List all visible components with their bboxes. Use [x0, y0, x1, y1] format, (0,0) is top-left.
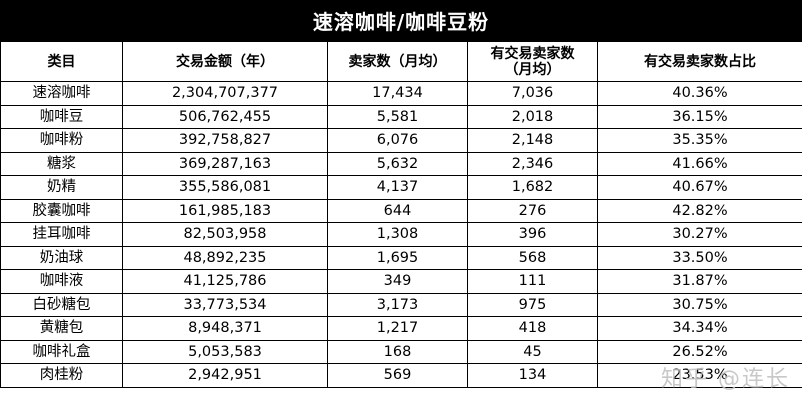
- table-row: 奶精 355,586,081 4,137 1,682 40.67%: [0, 175, 802, 200]
- header-trade-amount: 交易金额（年）: [122, 41, 328, 82]
- cell-seller-count: 1,308: [327, 222, 468, 247]
- cell-active-seller-count: 568: [467, 245, 598, 270]
- cell-seller-count: 5,581: [327, 104, 468, 129]
- cell-active-seller-count: 7,036: [467, 81, 598, 106]
- header-active-seller-ratio: 有交易卖家数占比: [597, 41, 802, 82]
- cell-active-seller-ratio: 30.75%: [597, 292, 802, 317]
- cell-trade-amount: 355,586,081: [122, 175, 328, 200]
- table-row: 速溶咖啡 2,304,707,377 17,434 7,036 40.36%: [0, 81, 802, 106]
- cell-seller-count: 644: [327, 198, 468, 223]
- cell-seller-count: 6,076: [327, 128, 468, 153]
- cell-trade-amount: 41,125,786: [122, 269, 328, 294]
- cell-active-seller-ratio: 23.53%: [597, 363, 802, 388]
- cell-seller-count: 1,217: [327, 316, 468, 341]
- cell-active-seller-ratio: 33.50%: [597, 245, 802, 270]
- cell-seller-count: 17,434: [327, 81, 468, 106]
- header-active-seller-count: 有交易卖家数 （月均）: [467, 41, 598, 82]
- cell-active-seller-ratio: 26.52%: [597, 339, 802, 364]
- cell-category: 黄糖包: [0, 316, 123, 341]
- table-row: 肉桂粉 2,942,951 569 134 23.53%: [0, 363, 802, 388]
- cell-active-seller-ratio: 40.67%: [597, 175, 802, 200]
- cell-category: 白砂糖包: [0, 292, 123, 317]
- cell-active-seller-count: 2,018: [467, 104, 598, 129]
- table-row: 挂耳咖啡 82,503,958 1,308 396 30.27%: [0, 222, 802, 247]
- header-seller-count: 卖家数（月均）: [327, 41, 468, 82]
- cell-trade-amount: 392,758,827: [122, 128, 328, 153]
- cell-category: 胶囊咖啡: [0, 198, 123, 223]
- table-header: 类目 交易金额（年） 卖家数（月均） 有交易卖家数 （月均） 有交易卖家数占比: [0, 41, 802, 82]
- cell-trade-amount: 506,762,455: [122, 104, 328, 129]
- cell-active-seller-count: 975: [467, 292, 598, 317]
- table-row: 胶囊咖啡 161,985,183 644 276 42.82%: [0, 198, 802, 223]
- table-row: 奶油球 48,892,235 1,695 568 33.50%: [0, 245, 802, 270]
- table-row: 糖浆 369,287,163 5,632 2,346 41.66%: [0, 151, 802, 176]
- data-table: 类目 交易金额（年） 卖家数（月均） 有交易卖家数 （月均） 有交易卖家数占比 …: [0, 41, 802, 388]
- cell-trade-amount: 48,892,235: [122, 245, 328, 270]
- cell-active-seller-ratio: 34.34%: [597, 316, 802, 341]
- cell-seller-count: 349: [327, 269, 468, 294]
- cell-category: 咖啡粉: [0, 128, 123, 153]
- cell-active-seller-count: 2,148: [467, 128, 598, 153]
- header-row: 类目 交易金额（年） 卖家数（月均） 有交易卖家数 （月均） 有交易卖家数占比: [0, 41, 802, 82]
- cell-active-seller-count: 2,346: [467, 151, 598, 176]
- cell-category: 咖啡豆: [0, 104, 123, 129]
- cell-category: 奶精: [0, 175, 123, 200]
- cell-category: 肉桂粉: [0, 363, 123, 388]
- cell-trade-amount: 161,985,183: [122, 198, 328, 223]
- cell-category: 奶油球: [0, 245, 123, 270]
- cell-active-seller-count: 396: [467, 222, 598, 247]
- cell-active-seller-count: 111: [467, 269, 598, 294]
- cell-trade-amount: 8,948,371: [122, 316, 328, 341]
- cell-trade-amount: 2,304,707,377: [122, 81, 328, 106]
- cell-active-seller-ratio: 35.35%: [597, 128, 802, 153]
- cell-active-seller-ratio: 41.66%: [597, 151, 802, 176]
- cell-category: 咖啡礼盒: [0, 339, 123, 364]
- cell-active-seller-count: 276: [467, 198, 598, 223]
- cell-active-seller-ratio: 36.15%: [597, 104, 802, 129]
- table-body: 速溶咖啡 2,304,707,377 17,434 7,036 40.36% 咖啡豆 506…: [0, 81, 802, 388]
- cell-seller-count: 3,173: [327, 292, 468, 317]
- header-active-seller-count-text: 有交易卖家数 （月均）: [490, 45, 575, 78]
- cell-category: 咖啡液: [0, 269, 123, 294]
- cell-trade-amount: 369,287,163: [122, 151, 328, 176]
- cell-active-seller-ratio: 40.36%: [597, 81, 802, 106]
- cell-category: 糖浆: [0, 151, 123, 176]
- table-row: 咖啡礼盒 5,053,583 168 45 26.52%: [0, 339, 802, 364]
- table-row: 黄糖包 8,948,371 1,217 418 34.34%: [0, 316, 802, 341]
- cell-seller-count: 5,632: [327, 151, 468, 176]
- cell-seller-count: 1,695: [327, 245, 468, 270]
- cell-category: 挂耳咖啡: [0, 222, 123, 247]
- header-category: 类目: [0, 41, 123, 82]
- cell-trade-amount: 2,942,951: [122, 363, 328, 388]
- cell-seller-count: 4,137: [327, 175, 468, 200]
- cell-active-seller-ratio: 30.27%: [597, 222, 802, 247]
- cell-seller-count: 168: [327, 339, 468, 364]
- cell-trade-amount: 5,053,583: [122, 339, 328, 364]
- cell-seller-count: 569: [327, 363, 468, 388]
- table-row: 白砂糖包 33,773,534 3,173 975 30.75%: [0, 292, 802, 317]
- cell-trade-amount: 33,773,534: [122, 292, 328, 317]
- table-row: 咖啡豆 506,762,455 5,581 2,018 36.15%: [0, 104, 802, 129]
- table-row: 咖啡粉 392,758,827 6,076 2,148 35.35%: [0, 128, 802, 153]
- cell-active-seller-ratio: 31.87%: [597, 269, 802, 294]
- cell-active-seller-count: 418: [467, 316, 598, 341]
- table-row: 咖啡液 41,125,786 349 111 31.87%: [0, 269, 802, 294]
- cell-active-seller-count: 134: [467, 363, 598, 388]
- cell-category: 速溶咖啡: [0, 81, 123, 106]
- cell-trade-amount: 82,503,958: [122, 222, 328, 247]
- cell-active-seller-ratio: 42.82%: [597, 198, 802, 223]
- cell-active-seller-count: 1,682: [467, 175, 598, 200]
- cell-active-seller-count: 45: [467, 339, 598, 364]
- table-title: 速溶咖啡/咖啡豆粉: [0, 0, 802, 41]
